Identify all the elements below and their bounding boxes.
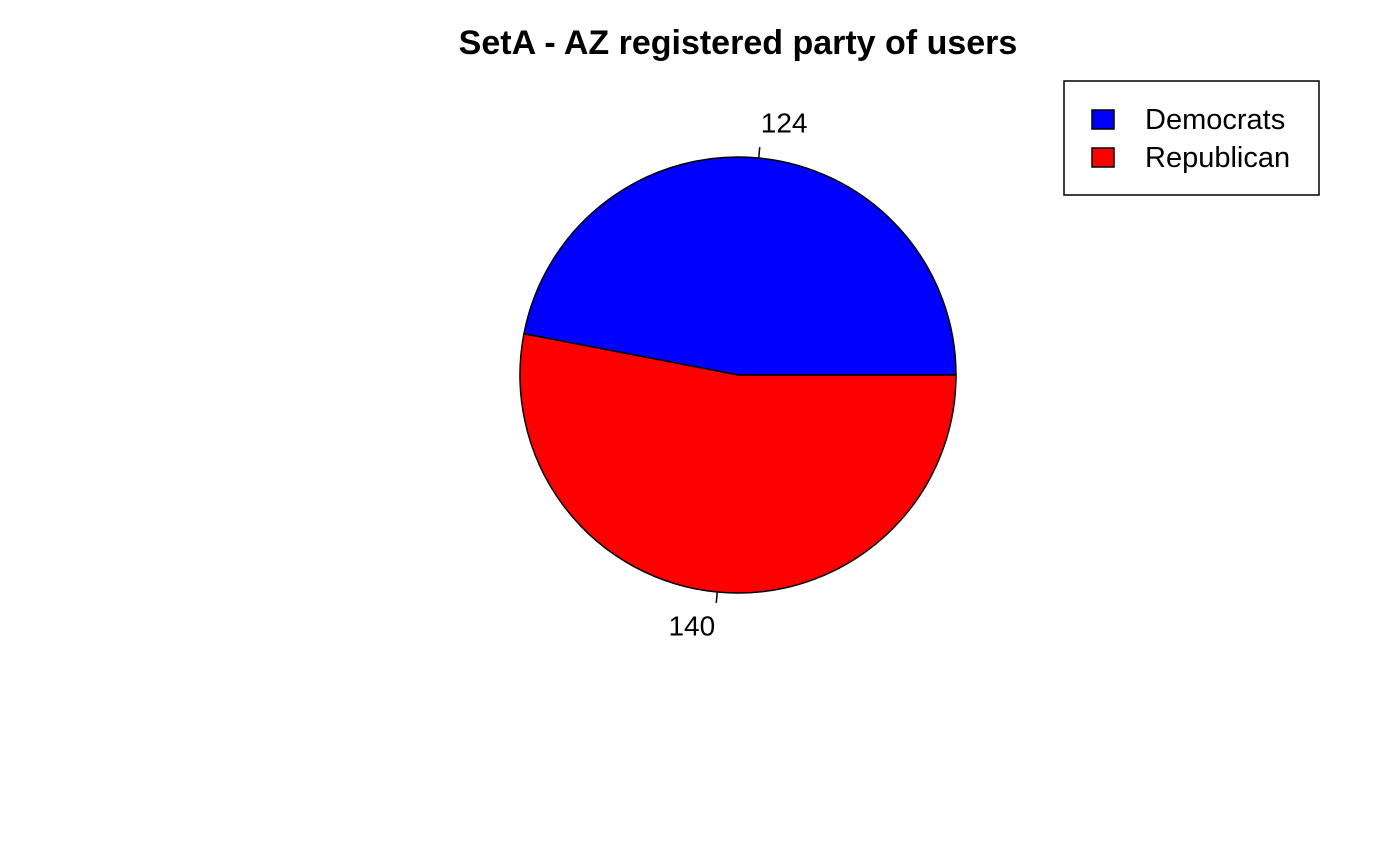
pie-slice-democrats xyxy=(523,156,957,376)
legend-label-democrats: Democrats xyxy=(1145,104,1285,136)
legend: Democrats Republican xyxy=(1063,80,1320,196)
chart-title: SetA - AZ registered party of users xyxy=(459,24,1018,62)
slice-label-tick-republican xyxy=(715,591,719,603)
slice-label-democrats: 124 xyxy=(761,107,808,138)
slice-label-tick-democrats xyxy=(757,147,761,159)
pie-slices xyxy=(519,156,957,594)
legend-swatch-democrats xyxy=(1091,109,1115,130)
legend-swatch-republican xyxy=(1091,147,1115,168)
legend-label-republican: Republican xyxy=(1145,142,1290,174)
legend-box xyxy=(1063,80,1320,196)
slice-labels: 124 140 xyxy=(668,107,807,641)
slice-label-republican: 140 xyxy=(668,611,715,642)
